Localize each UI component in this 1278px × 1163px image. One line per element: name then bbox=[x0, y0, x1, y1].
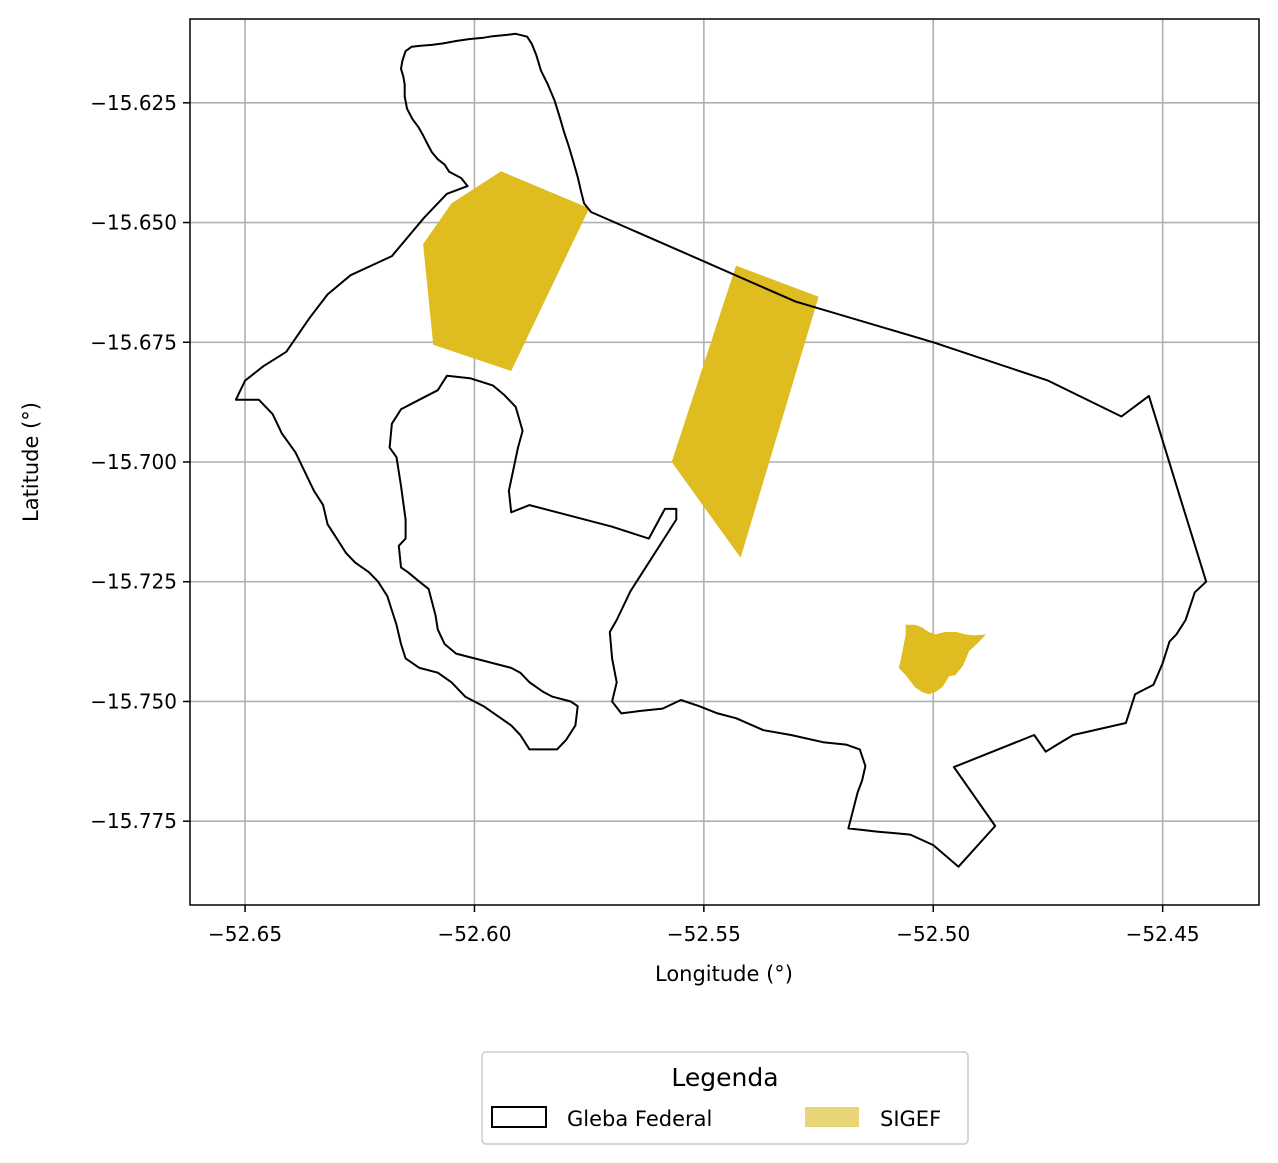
legend-label-gleba-federal: Gleba Federal bbox=[567, 1107, 712, 1131]
sigef-polygon bbox=[423, 171, 590, 371]
legend-label-sigef: SIGEF bbox=[880, 1107, 941, 1131]
legend-title: Legenda bbox=[671, 1063, 778, 1092]
legend-swatch-sigef bbox=[805, 1107, 859, 1127]
x-tick-label: −52.50 bbox=[896, 922, 970, 946]
y-tick-label: −15.625 bbox=[90, 91, 177, 115]
sigef-polygon bbox=[898, 624, 986, 695]
y-tick-label: −15.700 bbox=[90, 450, 177, 474]
x-axis-ticks: −52.65 −52.60 −52.55 −52.50 −52.45 bbox=[208, 905, 1200, 946]
y-axis-ticks: −15.625 −15.650 −15.675 −15.700 −15.725 −15.7… bbox=[90, 91, 190, 833]
y-tick-label: −15.725 bbox=[90, 570, 177, 594]
y-tick-label: −15.775 bbox=[90, 809, 177, 833]
sigef-polygon bbox=[671, 265, 819, 558]
x-axis-title: Longitude (°) bbox=[655, 962, 793, 986]
sigef-layer bbox=[423, 171, 986, 695]
y-tick-label: −15.650 bbox=[90, 211, 177, 235]
x-tick-label: −52.45 bbox=[1126, 922, 1200, 946]
legend-swatch-gleba-federal bbox=[491, 1106, 547, 1128]
legend: Legenda Gleba Federal SIGEF bbox=[481, 1051, 969, 1145]
gleba-federal-layer bbox=[234, 32, 1208, 868]
x-tick-label: −52.55 bbox=[667, 922, 741, 946]
x-tick-label: −52.60 bbox=[437, 922, 511, 946]
gleba-federal-boundary bbox=[234, 32, 1208, 868]
y-axis-title: Latitude (°) bbox=[19, 402, 43, 522]
y-tick-label: −15.675 bbox=[90, 330, 177, 354]
y-tick-label: −15.750 bbox=[90, 689, 177, 713]
x-tick-label: −52.65 bbox=[208, 922, 282, 946]
